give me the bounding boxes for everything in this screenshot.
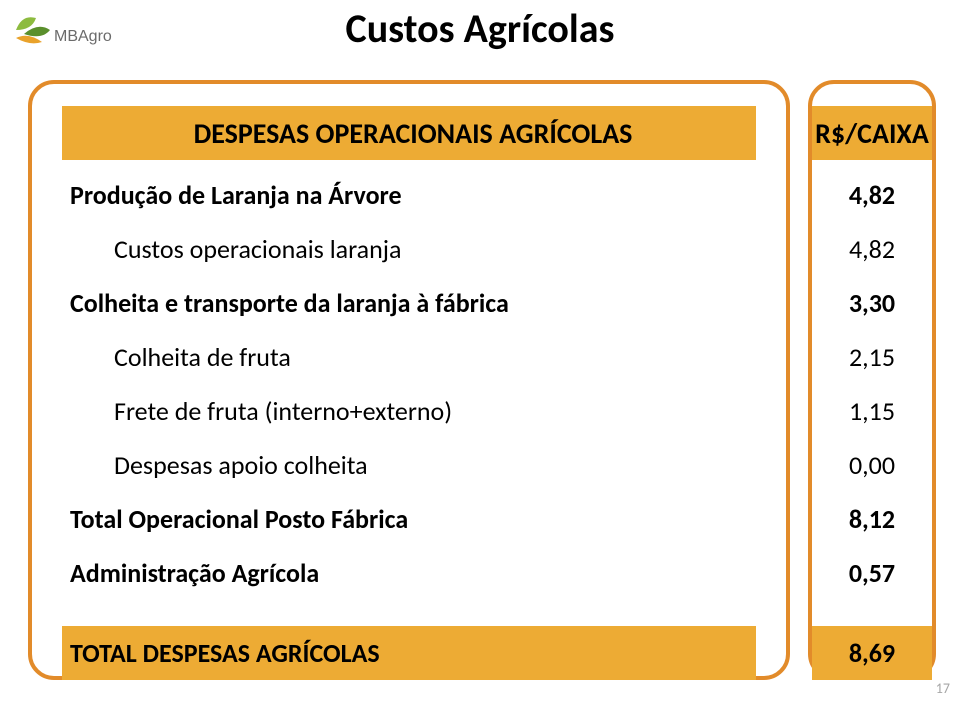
row-value: 4,82 (849, 233, 895, 265)
page-title: Custos Agrícolas (0, 4, 960, 53)
row-value: 3,30 (849, 287, 895, 319)
main-panel: DESPESAS OPERACIONAIS AGRÍCOLAS Produção… (28, 80, 790, 680)
total-value: 8,69 (849, 637, 895, 669)
table-row: Custos operacionais laranja (62, 222, 756, 276)
table-row: 0,00 (812, 438, 932, 492)
page-number: 17 (936, 680, 950, 697)
row-label: Frete de fruta (interno+externo) (70, 395, 452, 427)
row-label: Despesas apoio colheita (70, 449, 368, 481)
total-row: TOTAL DESPESAS AGRÍCOLAS (62, 626, 756, 680)
table-row: 8,12 (812, 492, 932, 546)
row-value: 0,00 (849, 449, 895, 481)
table-row: 0,57 (812, 546, 932, 600)
row-value: 8,12 (849, 503, 895, 535)
row-label: Administração Agrícola (70, 557, 319, 589)
table-row: Produção de Laranja na Árvore (62, 168, 756, 222)
row-value: 1,15 (849, 395, 895, 427)
value-panel: R$/CAIXA 4,82 4,82 3,30 2,15 1,15 0,00 8… (808, 80, 936, 680)
table-row: Colheita de fruta (62, 330, 756, 384)
table-row: Colheita e transporte da laranja à fábri… (62, 276, 756, 330)
table-row: Despesas apoio colheita (62, 438, 756, 492)
header-row: R$/CAIXA (812, 106, 932, 160)
table-row: 3,30 (812, 276, 932, 330)
header-label: DESPESAS OPERACIONAIS AGRÍCOLAS (70, 116, 756, 151)
row-value: 0,57 (849, 557, 895, 589)
header-row: DESPESAS OPERACIONAIS AGRÍCOLAS (62, 106, 756, 160)
table-row: 1,15 (812, 384, 932, 438)
table-row: Total Operacional Posto Fábrica (62, 492, 756, 546)
total-label: TOTAL DESPESAS AGRÍCOLAS (70, 637, 380, 669)
row-label: Colheita e transporte da laranja à fábri… (70, 287, 509, 319)
table-row: 2,15 (812, 330, 932, 384)
header-value-label: R$/CAIXA (812, 116, 932, 151)
row-label: Colheita de fruta (70, 341, 291, 373)
table-row: Frete de fruta (interno+externo) (62, 384, 756, 438)
row-label: Total Operacional Posto Fábrica (70, 503, 408, 535)
table-row: Administração Agrícola (62, 546, 756, 600)
table-row: 4,82 (812, 222, 932, 276)
row-value: 4,82 (849, 179, 895, 211)
row-value: 2,15 (849, 341, 895, 373)
row-label: Custos operacionais laranja (70, 233, 401, 265)
row-label: Produção de Laranja na Árvore (70, 179, 402, 211)
total-row: 8,69 (812, 626, 932, 680)
table-row: 4,82 (812, 168, 932, 222)
